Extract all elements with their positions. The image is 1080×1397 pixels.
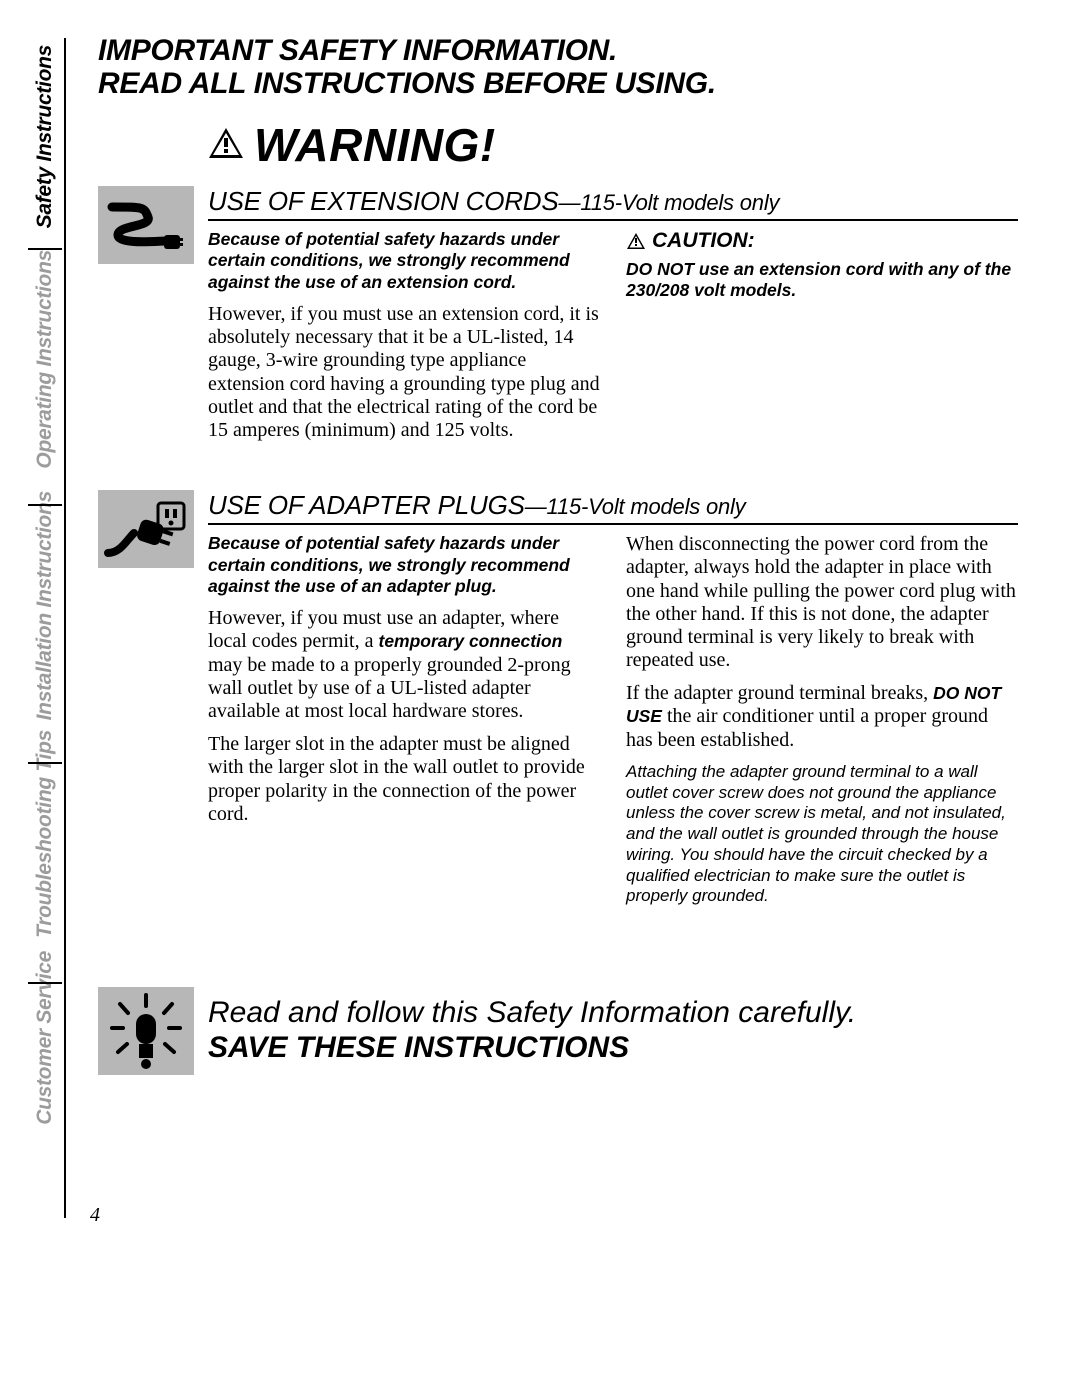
side-tab-0[interactable]: Safety Instructions (24, 38, 66, 236)
cord-icon (98, 186, 194, 264)
save-text: Read and follow this Safety Information … (208, 996, 856, 1065)
warning-icon (208, 127, 244, 164)
paragraph: If the adapter ground terminal breaks, D… (626, 682, 1018, 752)
paragraph: Because of potential safety hazards unde… (208, 533, 600, 597)
column-left: Because of potential safety hazards unde… (208, 229, 600, 452)
side-tab-label: Operating Instructions (33, 250, 57, 469)
section-columns: Because of potential safety hazards unde… (208, 229, 1018, 452)
column-right: When disconnecting the power cord from t… (626, 533, 1018, 917)
section-body: USE OF ADAPTER PLUGS—115-Volt models onl… (208, 490, 1018, 917)
paragraph: When disconnecting the power cord from t… (626, 533, 1018, 672)
plug-icon (98, 490, 194, 568)
tab-separator (28, 982, 62, 984)
warning-row: WARNING! (98, 118, 1018, 172)
section-0: USE OF EXTENSION CORDS—115-Volt models o… (98, 186, 1018, 452)
paragraph: Because of potential safety hazards unde… (208, 229, 600, 293)
page: Safety Instructions Operating Instruction… (0, 0, 1080, 1397)
side-tab-1[interactable]: Operating Instructions (24, 236, 66, 482)
section-title: USE OF ADAPTER PLUGS—115-Volt models onl… (208, 490, 1018, 525)
side-tab-label: Safety Instructions (33, 45, 57, 228)
paragraph: However, if you must use an extension co… (208, 303, 600, 442)
page-heading: IMPORTANT SAFETY INFORMATION. READ ALL I… (98, 34, 1018, 100)
paragraph: DO NOT use an extension cord with any of… (626, 259, 1018, 302)
side-tab-label: Customer Service (33, 951, 57, 1125)
warning-label: WARNING! (254, 118, 496, 172)
side-tabs: Safety Instructions Operating Instruction… (24, 38, 66, 1218)
side-tab-label: Installation Instructions (33, 491, 57, 720)
heading-line1: IMPORTANT SAFETY INFORMATION. (98, 34, 1018, 67)
section-1: USE OF ADAPTER PLUGS—115-Volt models onl… (98, 490, 1018, 917)
tab-separator (28, 762, 62, 764)
section-columns: Because of potential safety hazards unde… (208, 533, 1018, 917)
save-block: Read and follow this Safety Information … (98, 987, 1018, 1075)
column-right: CAUTION: DO NOT use an extension cord wit… (626, 229, 1018, 452)
section-title: USE OF EXTENSION CORDS—115-Volt models o… (208, 186, 1018, 221)
side-tab-4[interactable]: Customer Service (24, 938, 66, 1138)
tab-separator (28, 504, 62, 506)
paragraph: The larger slot in the adapter must be a… (208, 733, 600, 826)
tab-separator (28, 248, 62, 250)
page-number: 4 (90, 1204, 100, 1227)
save-line2: SAVE THESE INSTRUCTIONS (208, 1031, 856, 1066)
content-area: IMPORTANT SAFETY INFORMATION. READ ALL I… (98, 34, 1018, 1075)
save-line1: Read and follow this Safety Information … (208, 996, 856, 1031)
alert-bulb-icon (98, 987, 194, 1075)
heading-line2: READ ALL INSTRUCTIONS BEFORE USING. (98, 67, 1018, 100)
section-body: USE OF EXTENSION CORDS—115-Volt models o… (208, 186, 1018, 452)
side-tab-2[interactable]: Installation Instructions (24, 482, 66, 730)
paragraph: Attaching the adapter ground terminal to… (626, 762, 1018, 907)
paragraph: However, if you must use an adapter, whe… (208, 607, 600, 723)
column-left: Because of potential safety hazards unde… (208, 533, 600, 917)
caution-heading: CAUTION: (626, 229, 1018, 253)
